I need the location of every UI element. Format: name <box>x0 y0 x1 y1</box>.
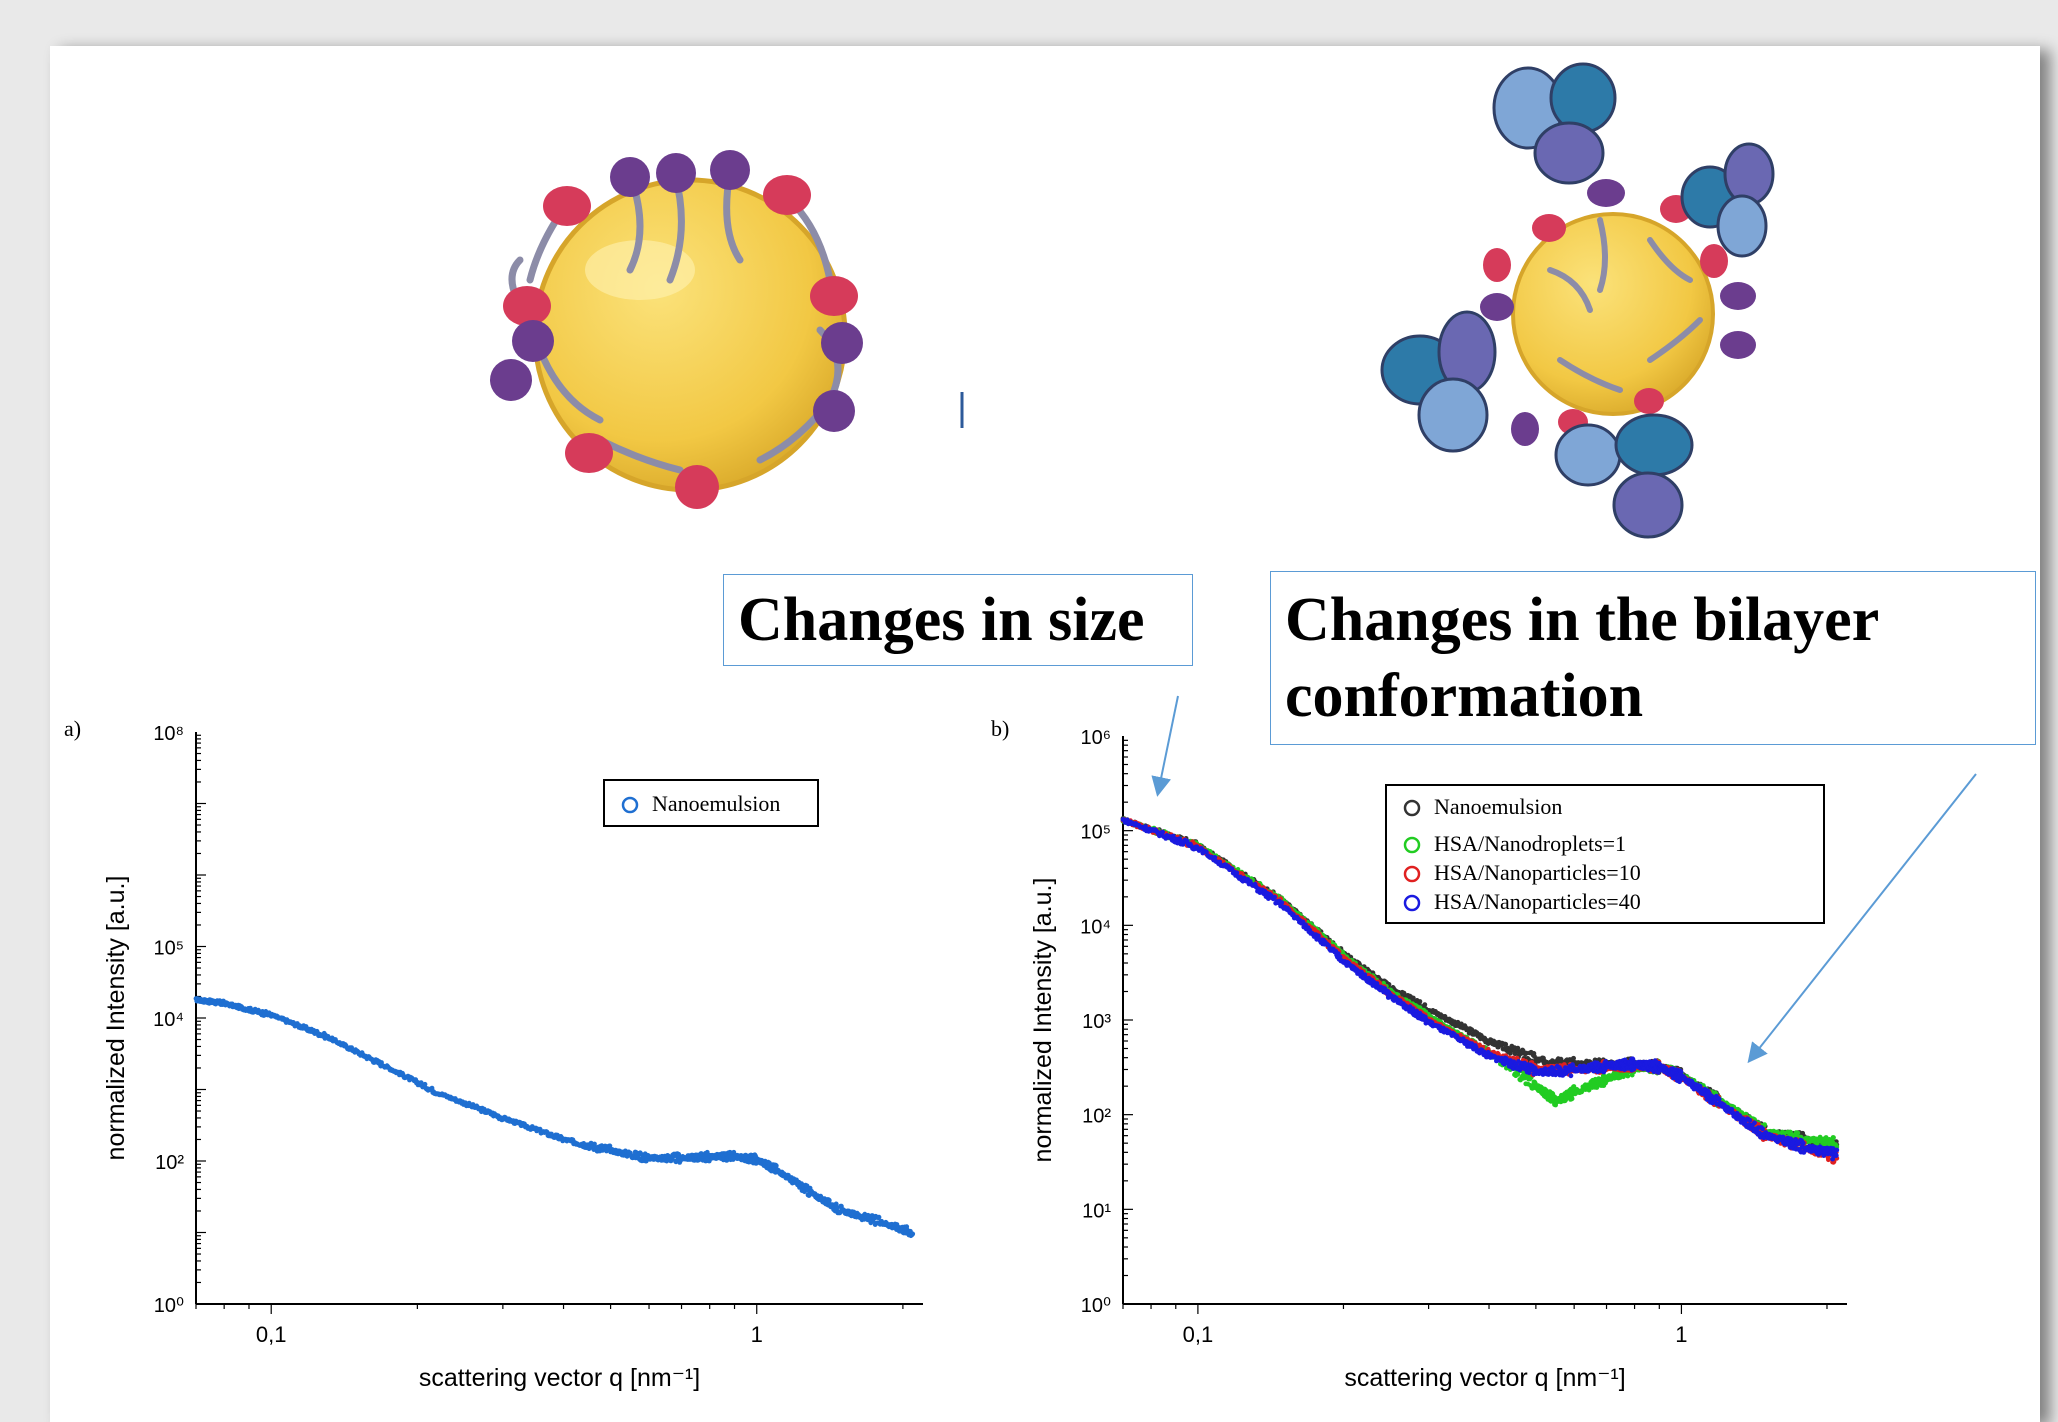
y-tick-label: 10⁰ <box>154 1295 184 1317</box>
y-tick-label: 10⁶ <box>1081 727 1111 749</box>
data-point <box>1160 829 1165 835</box>
y-tick-label: 10⁵ <box>1080 822 1111 844</box>
data-point <box>1170 833 1176 839</box>
y-axis-title: normalized Intensity [a.u.] <box>1029 878 1057 1163</box>
data-point <box>429 1085 435 1091</box>
x-axis-title: scattering vector q [nm⁻¹] <box>419 1364 700 1392</box>
y-tick-label: 10⁵ <box>153 938 184 960</box>
x-axis-title: scattering vector q [nm⁻¹] <box>1344 1364 1625 1392</box>
data-point <box>1515 1045 1521 1051</box>
data-point <box>826 1198 832 1203</box>
data-point <box>1625 1073 1631 1079</box>
y-tick-label: 10² <box>155 1152 184 1174</box>
y-tick-label: 10¹ <box>1082 1200 1111 1222</box>
data-point <box>422 1081 428 1087</box>
data-point <box>773 1163 779 1169</box>
panel-label-a: a) <box>64 716 81 741</box>
data-point <box>1422 1002 1428 1007</box>
panel-label-b: b) <box>991 716 1009 741</box>
data-point <box>1594 1085 1600 1090</box>
data-point <box>1762 1122 1767 1127</box>
y-tick-label: 10² <box>1082 1106 1111 1128</box>
nanoparticle-illustrations <box>490 62 1775 539</box>
y-tick-label: 10⁰ <box>1081 1295 1111 1317</box>
changes-in-size-text: Changes in size <box>738 586 1145 654</box>
y-tick-label: 10⁴ <box>1080 916 1111 938</box>
nanoemulsion-droplet-illustration <box>490 150 863 509</box>
y-axis-title: normalized Intensity [a.u.] <box>102 876 130 1161</box>
data-point <box>1795 1130 1801 1136</box>
series-3 <box>1120 817 1840 1162</box>
series-0 <box>193 996 916 1239</box>
chart-a: a) 10⁰ 10² 10⁴ 10⁵ 10⁸ 0,1 1 scattering vector … <box>64 716 923 1392</box>
data-point <box>1569 1096 1575 1102</box>
legend: Nanoemulsion <box>603 779 819 827</box>
data-point <box>1831 1135 1836 1140</box>
data-point <box>1234 870 1240 876</box>
changes-in-bilayer-text: Changes in the bilayer conformation <box>1285 586 1879 730</box>
data-point <box>607 1143 613 1149</box>
data-point <box>1571 1084 1577 1089</box>
data-point <box>260 1009 265 1014</box>
data-point <box>1477 1042 1482 1048</box>
data-point <box>876 1214 882 1220</box>
data-point <box>1826 1157 1831 1163</box>
data-point <box>1571 1055 1576 1061</box>
legend-label: Nanoemulsion <box>652 791 780 816</box>
data-point <box>1217 859 1223 865</box>
data-point <box>910 1231 916 1237</box>
data-point <box>833 1201 839 1207</box>
y-tick-label: 10³ <box>1082 1011 1111 1033</box>
y-tick-label: 10⁴ <box>153 1009 184 1031</box>
x-tick-label: 1 <box>1675 1322 1687 1347</box>
changes-in-bilayer-callout: Changes in the bilayer conformation <box>1270 571 2036 745</box>
legend-box <box>603 779 819 827</box>
data-point <box>1558 1056 1564 1062</box>
protein-coated-droplet-illustration <box>1380 62 1775 539</box>
changes-in-size-callout: Changes in size <box>723 574 1193 666</box>
x-tick-label: 0,1 <box>1183 1322 1214 1347</box>
x-tick-label: 1 <box>751 1322 763 1347</box>
data-point <box>1212 855 1218 860</box>
data-point <box>1417 999 1423 1004</box>
data-point <box>1204 849 1209 855</box>
legend-marker <box>621 796 639 814</box>
y-tick-label: 10⁸ <box>153 723 184 745</box>
chart-b: b) 10⁰ 10¹ 10² 10³ 10⁴ 10⁵ 10⁶ 0,1 1 scattering v… <box>991 716 1847 1392</box>
x-tick-label: 0,1 <box>256 1322 287 1347</box>
data-point <box>1503 1041 1509 1047</box>
